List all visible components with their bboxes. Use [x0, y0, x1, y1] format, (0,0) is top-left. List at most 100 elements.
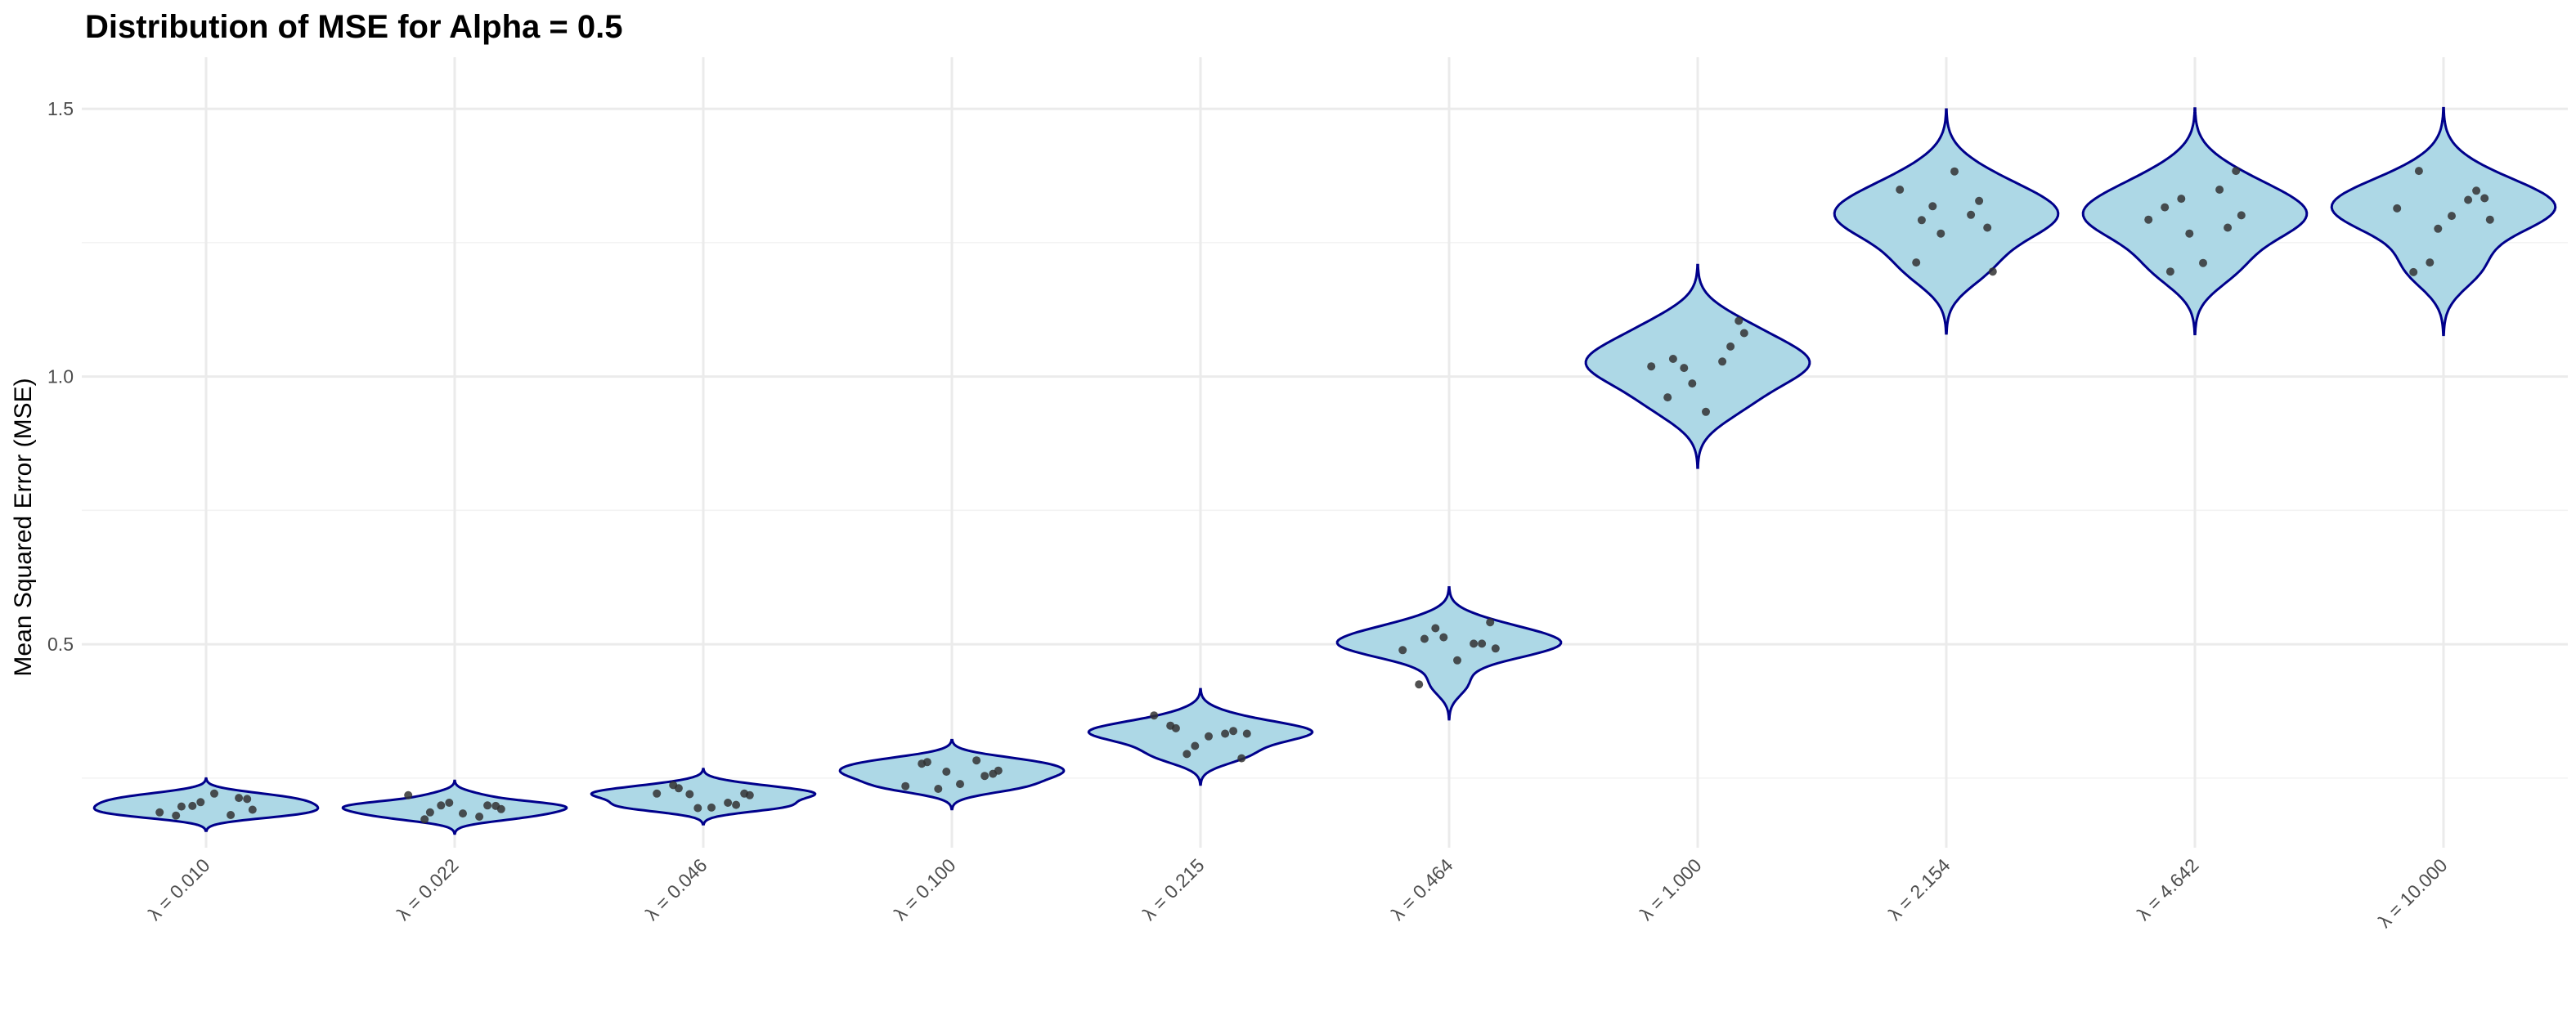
data-point — [496, 804, 505, 813]
chart-title: Distribution of MSE for Alpha = 0.5 — [85, 9, 622, 45]
data-point — [1453, 656, 1461, 665]
data-point — [1221, 729, 1230, 738]
data-point — [177, 802, 186, 811]
x-tick-label: λ = 0.010 — [144, 854, 214, 925]
data-point — [475, 813, 484, 821]
violin-2 — [590, 768, 817, 826]
y-axis-ticks: 0.5 1.0 1.5 — [47, 98, 74, 655]
data-point — [483, 801, 492, 810]
data-point — [922, 758, 931, 767]
data-point — [210, 789, 218, 798]
data-point — [674, 784, 683, 793]
data-point — [196, 798, 205, 807]
data-point — [1726, 342, 1735, 351]
data-point — [934, 785, 943, 793]
data-point — [2414, 167, 2423, 176]
data-point — [1739, 329, 1748, 338]
data-point — [707, 803, 716, 812]
data-point — [243, 795, 252, 804]
x-tick-label: λ = 0.464 — [1387, 854, 1457, 925]
data-point — [1988, 267, 1997, 276]
data-point — [1183, 750, 1192, 759]
data-point — [2485, 215, 2494, 224]
data-point — [2426, 258, 2435, 267]
data-point — [1663, 393, 1672, 402]
violin-0 — [92, 777, 320, 832]
data-point — [1478, 639, 1487, 648]
data-point — [2232, 167, 2241, 176]
data-point — [445, 799, 454, 807]
data-point — [1912, 258, 1921, 267]
data-point — [1431, 624, 1440, 633]
data-point — [437, 801, 446, 810]
x-tick-label: λ = 1.000 — [1636, 854, 1706, 925]
data-point — [2237, 211, 2246, 220]
data-point — [2199, 258, 2207, 267]
data-point — [901, 781, 910, 790]
data-point — [1688, 379, 1697, 388]
violin-8 — [2081, 107, 2309, 336]
y-tick-label: 1.0 — [47, 366, 74, 387]
data-point — [693, 804, 702, 813]
violin-5 — [1335, 586, 1563, 721]
data-point — [1150, 711, 1159, 720]
y-tick-label: 1.5 — [47, 98, 74, 119]
data-point — [981, 772, 990, 781]
data-point — [1470, 639, 1479, 648]
data-point — [745, 790, 754, 799]
data-point — [235, 794, 244, 803]
data-point — [1398, 646, 1407, 655]
x-tick-label: λ = 0.100 — [890, 854, 960, 925]
data-point — [248, 805, 257, 814]
data-point — [685, 790, 694, 799]
y-tick-label: 0.5 — [47, 634, 74, 655]
data-point — [1171, 723, 1180, 732]
x-tick-label: λ = 0.046 — [641, 854, 711, 925]
data-point — [2464, 195, 2473, 204]
data-point — [1950, 167, 1959, 176]
data-point — [724, 799, 733, 807]
data-point — [2165, 267, 2174, 276]
data-point — [732, 800, 741, 809]
data-point — [1205, 732, 1213, 741]
data-point — [188, 801, 197, 810]
data-point — [2472, 186, 2481, 195]
violin-7 — [1833, 108, 2060, 335]
data-point — [653, 789, 662, 798]
data-point — [1936, 229, 1945, 238]
x-tick-label: λ = 2.154 — [1884, 854, 1954, 925]
data-point — [1718, 357, 1727, 366]
data-point — [2448, 212, 2456, 221]
data-point — [1735, 316, 1744, 325]
data-point — [425, 808, 434, 817]
y-axis-label: Mean Squared Error (MSE) — [10, 378, 37, 676]
data-point — [956, 780, 964, 789]
violin-6 — [1584, 263, 1811, 469]
x-tick-label: λ = 4.642 — [2133, 854, 2203, 925]
data-point — [972, 756, 981, 765]
data-point — [155, 808, 164, 817]
data-point — [172, 811, 181, 820]
data-point — [2177, 195, 2186, 204]
data-point — [1237, 754, 1246, 763]
data-point — [1420, 634, 1429, 643]
data-point — [2215, 186, 2224, 194]
data-point — [2224, 223, 2233, 232]
data-point — [1486, 618, 1495, 627]
data-point — [1983, 223, 1992, 232]
data-point — [1668, 355, 1677, 363]
data-point — [942, 768, 951, 776]
data-point — [2434, 224, 2443, 233]
x-tick-label: λ = 10.000 — [2374, 854, 2452, 932]
data-point — [1229, 727, 1238, 736]
violin-1 — [341, 779, 568, 835]
violin-4 — [1087, 687, 1314, 786]
data-point — [1928, 202, 1937, 211]
data-point — [994, 766, 1003, 775]
data-point — [1647, 362, 1656, 371]
data-point — [1439, 633, 1448, 642]
data-point — [2409, 267, 2418, 276]
data-point — [1491, 644, 1500, 653]
x-axis-ticks: λ = 0.010 λ = 0.022 λ = 0.046 λ = 0.100 λ = … — [144, 854, 2452, 932]
